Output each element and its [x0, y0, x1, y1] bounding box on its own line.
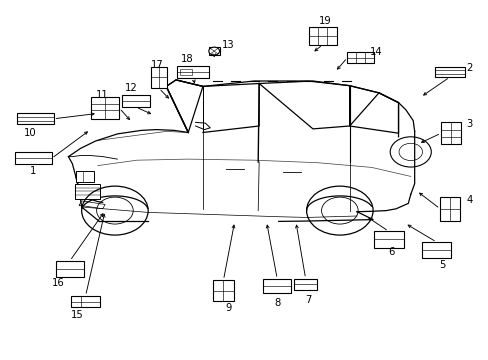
Text: 7: 7 [304, 294, 311, 305]
Bar [346, 52, 374, 63]
Bar [75, 184, 100, 199]
Text: 17: 17 [151, 60, 163, 70]
Bar [76, 171, 94, 182]
Bar [308, 27, 336, 45]
Text: 19: 19 [318, 16, 331, 26]
Text: 18: 18 [181, 54, 193, 64]
Text: 5: 5 [438, 260, 445, 270]
Bar [71, 296, 100, 307]
Text: 6: 6 [387, 247, 394, 257]
Bar [434, 67, 464, 77]
Bar [91, 97, 119, 119]
Bar [263, 279, 291, 293]
Bar [17, 113, 53, 124]
Bar [421, 242, 450, 258]
Bar [151, 67, 166, 88]
Bar [439, 197, 459, 221]
Text: 10: 10 [24, 128, 37, 138]
Text: 1: 1 [30, 166, 37, 176]
Bar [440, 122, 460, 144]
Text: 16: 16 [52, 278, 65, 288]
Text: 15: 15 [71, 310, 83, 320]
Bar [373, 231, 403, 248]
Bar [122, 94, 150, 107]
Bar [180, 68, 191, 76]
Text: 11: 11 [96, 90, 109, 100]
Bar [15, 153, 52, 164]
Text: 9: 9 [225, 303, 232, 313]
Text: 3: 3 [466, 119, 471, 129]
Bar [293, 279, 317, 290]
Bar [213, 280, 233, 301]
Circle shape [208, 47, 219, 55]
Bar [208, 47, 219, 55]
Bar [56, 261, 84, 277]
Text: 13: 13 [221, 40, 234, 50]
Bar [177, 66, 209, 78]
Text: 2: 2 [465, 63, 472, 73]
Text: 14: 14 [369, 47, 382, 57]
Text: 12: 12 [124, 83, 137, 93]
Text: 4: 4 [466, 195, 471, 205]
Text: 8: 8 [274, 298, 280, 308]
